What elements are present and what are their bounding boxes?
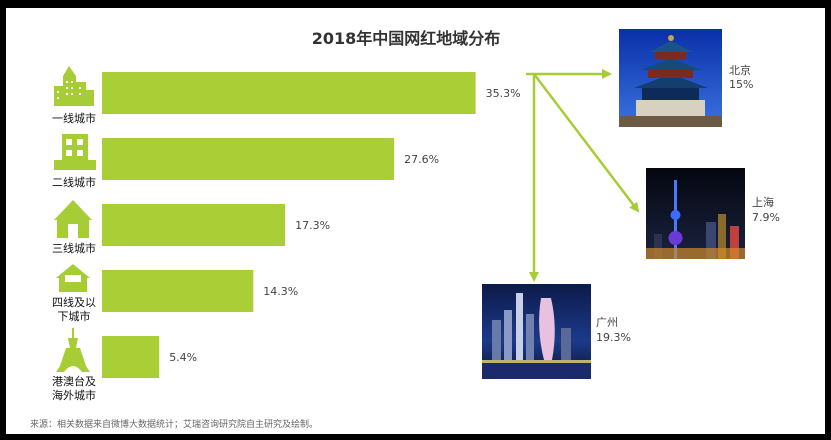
bar-tier3 (102, 204, 286, 246)
top-strip (0, 0, 831, 8)
bar-overseas (102, 336, 160, 378)
value-label-tier3: 17.3% (295, 219, 330, 232)
office-building-icon (54, 134, 96, 170)
category-label-tier4-line2: 下城市 (58, 309, 91, 323)
city-name-beijing: 北京 (729, 63, 751, 77)
chart-svg: 2018年中国网红地域分布 (30, 29, 780, 430)
category-label-tier1: 一线城市 (52, 111, 96, 125)
city-name-shanghai: 上海 (752, 195, 774, 209)
oriental-pearl-tower-photo (646, 168, 745, 259)
category-label-tier3: 三线城市 (52, 241, 96, 255)
temple-of-heaven-photo (619, 29, 722, 127)
bar-tier2 (102, 138, 395, 180)
value-label-tier4: 14.3% (263, 285, 298, 298)
city-labels: 北京 15% 上海 7.9% 广州 19.3% (596, 63, 780, 344)
bar-tier4 (102, 270, 254, 312)
category-label-overseas-line1: 港澳台及 (52, 374, 96, 388)
category-label-overseas-line2: 海外城市 (52, 388, 96, 402)
source-note: 来源：相关数据来自微博大数据统计；艾瑞咨询研究院自主研究及绘制。 (30, 418, 318, 430)
category-label-tier2: 二线城市 (52, 175, 96, 189)
category-labels: 一线城市 二线城市 三线城市 四线及以 下城市 港澳台及 海外城市 (52, 111, 96, 402)
skyscraper-icon (54, 66, 94, 106)
value-label-overseas: 5.4% (169, 351, 197, 364)
small-house-icon (56, 264, 90, 292)
breakdown-arrows (526, 69, 640, 282)
value-label-tier2: 27.6% (404, 153, 439, 166)
value-label-tier1: 35.3% (486, 87, 521, 100)
city-name-guangzhou: 广州 (596, 316, 618, 329)
canton-tower-photo (482, 284, 591, 379)
city-value-beijing: 15% (729, 78, 753, 91)
bar-tier1 (102, 72, 476, 114)
chart-title: 2018年中国网红地域分布 (312, 29, 501, 48)
arrow-to-shanghai (533, 73, 640, 213)
tower-icon (56, 328, 90, 372)
chart-frame: 2018年中国网红地域分布 (6, 8, 825, 434)
city-value-shanghai: 7.9% (752, 211, 780, 224)
city-value-guangzhou: 19.3% (596, 331, 631, 344)
house-icon (54, 200, 92, 238)
bars-group: 35.3% 27.6% 17.3% 14.3% 5.4% (102, 72, 521, 378)
category-label-tier4-line1: 四线及以 (52, 295, 96, 309)
